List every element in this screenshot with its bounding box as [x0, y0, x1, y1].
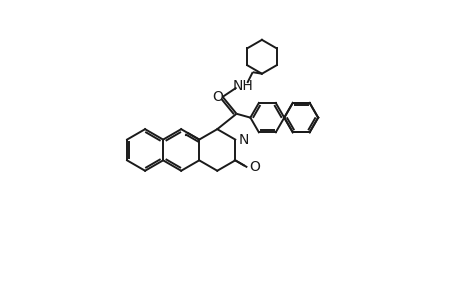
Text: O: O [212, 90, 222, 104]
Text: O: O [249, 160, 260, 174]
Text: N: N [238, 133, 248, 147]
Text: NH: NH [232, 79, 252, 93]
